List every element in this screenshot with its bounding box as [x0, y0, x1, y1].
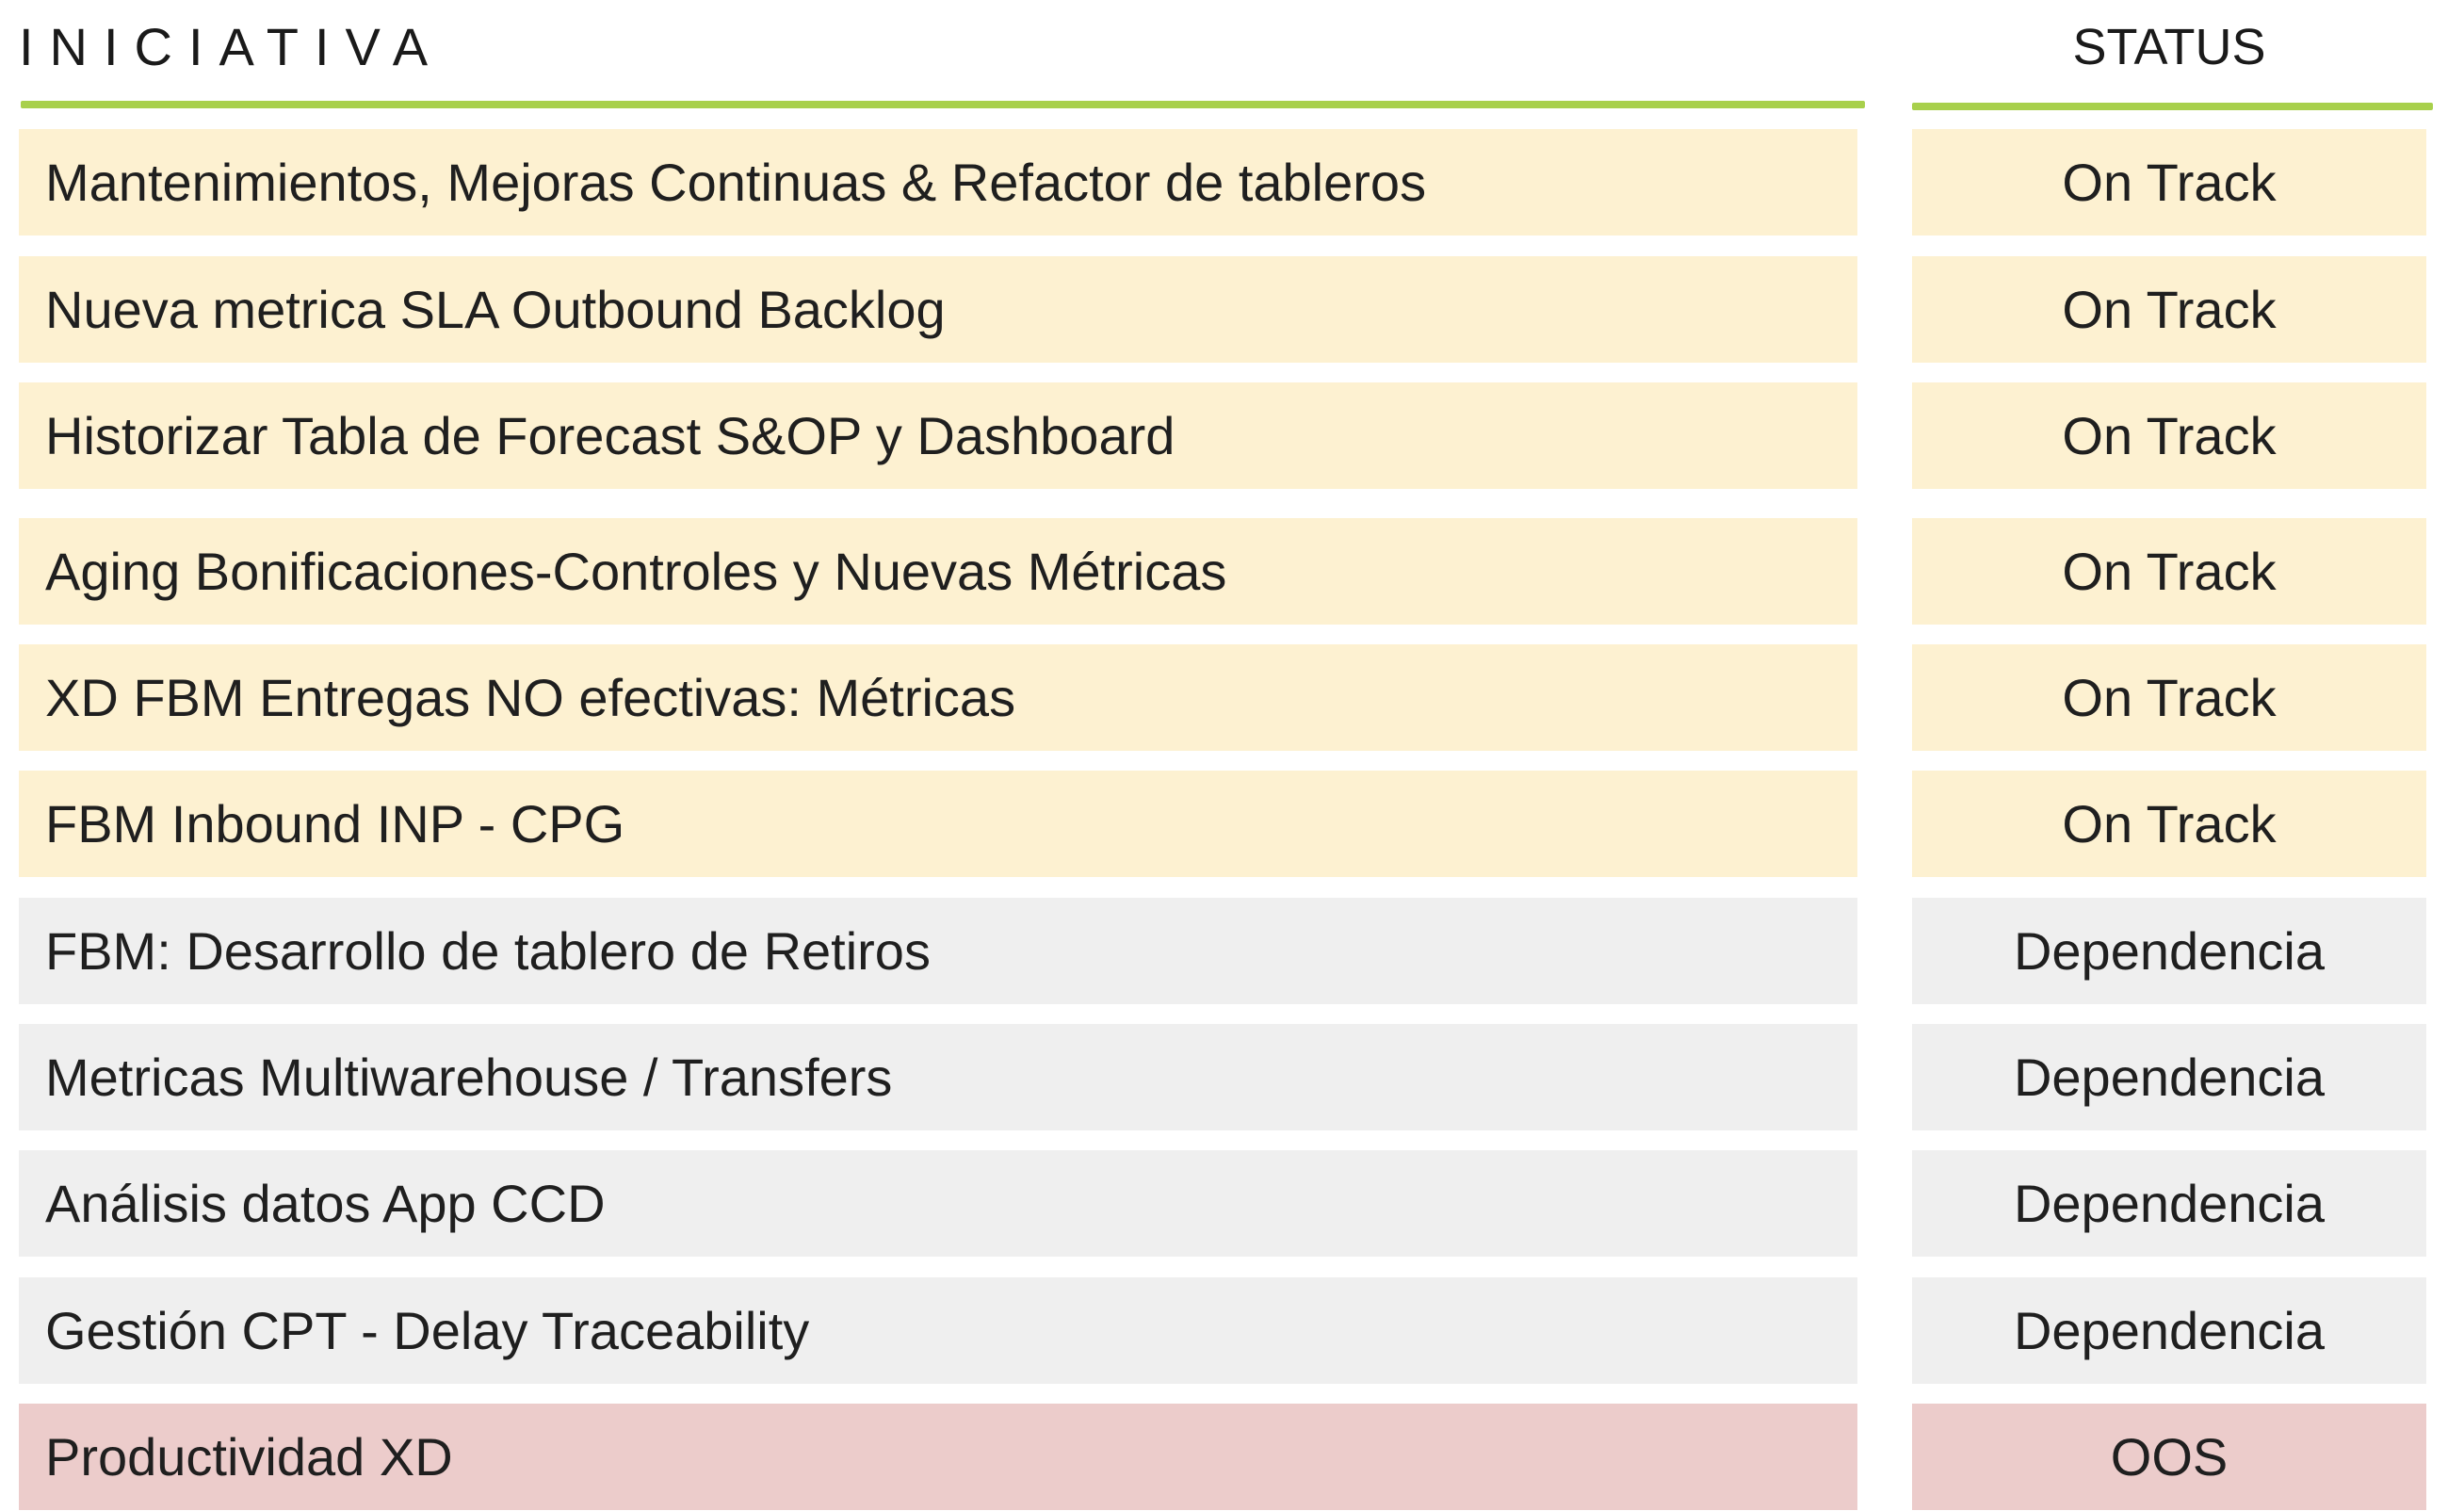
table-row: XD FBM Entregas NO efectivas: Métricas O…: [0, 644, 2464, 751]
initiative-cell: Gestión CPT - Delay Traceability: [19, 1277, 1857, 1384]
status-cell: Dependencia: [1912, 1277, 2426, 1384]
initiative-header-rule: [21, 101, 1865, 108]
initiative-cell: Nueva metrica SLA Outbound Backlog: [19, 256, 1857, 363]
table-row: Mantenimientos, Mejoras Continuas & Refa…: [0, 129, 2464, 236]
table-row: Productividad XD OOS: [0, 1404, 2464, 1510]
table-row: Metricas Multiwarehouse / Transfers Depe…: [0, 1024, 2464, 1130]
initiative-cell: Aging Bonificaciones-Controles y Nuevas …: [19, 518, 1857, 625]
status-cell: Dependencia: [1912, 1150, 2426, 1257]
status-cell: On Track: [1912, 771, 2426, 877]
status-cell: On Track: [1912, 129, 2426, 236]
initiative-cell: Historizar Tabla de Forecast S&OP y Dash…: [19, 382, 1857, 489]
status-cell: Dependencia: [1912, 898, 2426, 1004]
initiative-column-header: INICIATIVA: [19, 17, 445, 76]
table-row: Gestión CPT - Delay Traceability Depende…: [0, 1277, 2464, 1384]
table-row: Historizar Tabla de Forecast S&OP y Dash…: [0, 382, 2464, 489]
status-cell: OOS: [1912, 1404, 2426, 1510]
initiative-cell: FBM: Desarrollo de tablero de Retiros: [19, 898, 1857, 1004]
initiative-cell: FBM Inbound INP - CPG: [19, 771, 1857, 877]
status-cell: On Track: [1912, 256, 2426, 363]
initiative-cell: XD FBM Entregas NO efectivas: Métricas: [19, 644, 1857, 751]
table-row: FBM Inbound INP - CPG On Track: [0, 771, 2464, 877]
initiative-cell: Metricas Multiwarehouse / Transfers: [19, 1024, 1857, 1130]
initiative-cell: Mantenimientos, Mejoras Continuas & Refa…: [19, 129, 1857, 236]
status-header-rule: [1912, 103, 2433, 110]
status-cell: On Track: [1912, 382, 2426, 489]
status-cell: On Track: [1912, 644, 2426, 751]
table-row: Análisis datos App CCD Dependencia: [0, 1150, 2464, 1257]
status-column-header: STATUS: [2072, 19, 2266, 75]
status-cell: Dependencia: [1912, 1024, 2426, 1130]
table-row: FBM: Desarrollo de tablero de Retiros De…: [0, 898, 2464, 1004]
initiative-cell: Análisis datos App CCD: [19, 1150, 1857, 1257]
table-row: Aging Bonificaciones-Controles y Nuevas …: [0, 518, 2464, 625]
initiative-cell: Productividad XD: [19, 1404, 1857, 1510]
status-cell: On Track: [1912, 518, 2426, 625]
table-row: Nueva metrica SLA Outbound Backlog On Tr…: [0, 256, 2464, 363]
